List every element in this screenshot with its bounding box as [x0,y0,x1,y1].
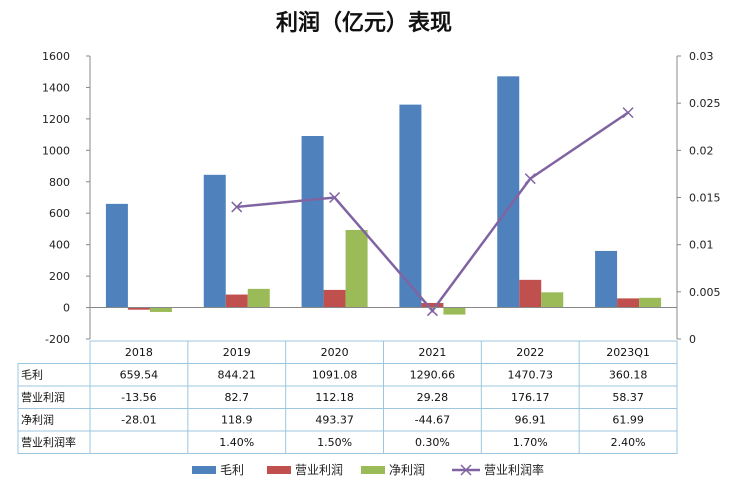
bar-2-2019 [225,294,248,308]
table-header-2020: 2020 [321,346,349,359]
bar-1-2019 [203,174,226,308]
legend-label: 营业利润率 [484,462,544,477]
left-tick-label: 200 [49,270,70,283]
chart-title: 利润（亿元）表现 [276,10,452,36]
table-cell: 176.17 [511,391,550,404]
table-cell: -44.67 [415,414,450,427]
bar-3-2020 [345,229,368,308]
left-tick-label: 1400 [42,81,70,94]
bar-1-2021 [399,104,422,308]
line-series-path [236,111,629,313]
bar-2-2022 [519,279,542,308]
line-point-marker [329,191,341,204]
table-cell: 659.54 [120,369,159,382]
right-tick-label: 0.01 [689,239,714,252]
table-cell: 360.18 [609,369,648,382]
right-tick-label: 0.015 [689,192,721,205]
line-point-marker [231,201,243,213]
table-row-name: 毛利 [21,369,43,382]
right-tick-label: 0.005 [689,286,721,299]
bar-1-2018 [105,203,128,308]
bar-1-2020 [301,136,324,308]
table-cell: 1.40% [219,436,254,449]
table-header-2022: 2022 [516,346,544,359]
bar-3-2019 [247,288,270,308]
bar-2-2021 [421,302,444,308]
bar-2-2020 [323,289,346,308]
table-row-name: 净利润 [21,413,54,427]
legend-swatch [267,466,291,474]
legend-label: 净利润 [389,463,425,477]
table-cell: 1290.66 [410,369,456,382]
table-cell: 1470.73 [508,369,554,382]
table-cell: 118.9 [221,414,253,427]
left-tick-label: 600 [49,207,70,220]
bar-1-2023Q1 [595,250,618,308]
legend-label: 毛利 [220,463,244,477]
right-tick-label: 0.02 [689,144,714,157]
left-tick-label: 1200 [42,113,70,126]
legend-marker [460,464,472,476]
table-cell: 112.18 [315,391,354,404]
line-point-marker [524,173,536,185]
bar-3-2021 [443,307,466,315]
left-tick-label: 1600 [42,50,70,63]
table-cell: 1091.08 [312,369,358,382]
table-header-2018: 2018 [125,346,153,359]
table-cell: 1.50% [317,436,352,449]
legend-swatch [361,466,385,474]
bar-3-2022 [541,292,564,308]
table-header-2023Q1: 2023Q1 [606,346,650,359]
left-tick-label: 0 [63,302,70,315]
table-row-name: 营业利润率 [21,435,76,449]
left-tick-label: -200 [45,333,70,346]
right-tick-label: 0.025 [689,97,721,110]
table-cell: -28.01 [121,414,156,427]
table-cell: 58.37 [612,391,644,404]
left-tick-label: 800 [49,176,70,189]
bar-1-2022 [497,76,520,308]
table-cell: 96.91 [515,414,547,427]
legend-swatch [192,466,216,474]
bar-3-2018 [149,307,172,312]
table-cell: 82.7 [225,391,250,404]
table-header-2021: 2021 [418,346,446,359]
table-header-2019: 2019 [223,346,251,359]
bar-2-2023Q1 [617,298,640,308]
table-cell: -13.56 [121,391,156,404]
right-tick-label: 0.03 [689,50,714,63]
legend-label: 营业利润 [295,463,343,477]
table-cell: 61.99 [612,414,644,427]
bar-3-2023Q1 [639,297,662,308]
table-cell: 844.21 [218,369,257,382]
table-cell: 29.28 [417,391,449,404]
bar-2-2018 [127,307,150,310]
left-tick-label: 400 [49,239,70,252]
left-tick-label: 1000 [42,144,70,157]
table-cell: 1.70% [513,436,548,449]
table-cell: 2.40% [611,436,646,449]
table-cell: 493.37 [315,414,354,427]
line-point-marker [622,107,634,119]
table-row-name: 营业利润 [21,390,65,404]
right-tick-label: 0 [689,333,696,346]
table-cell: 0.30% [415,436,450,449]
